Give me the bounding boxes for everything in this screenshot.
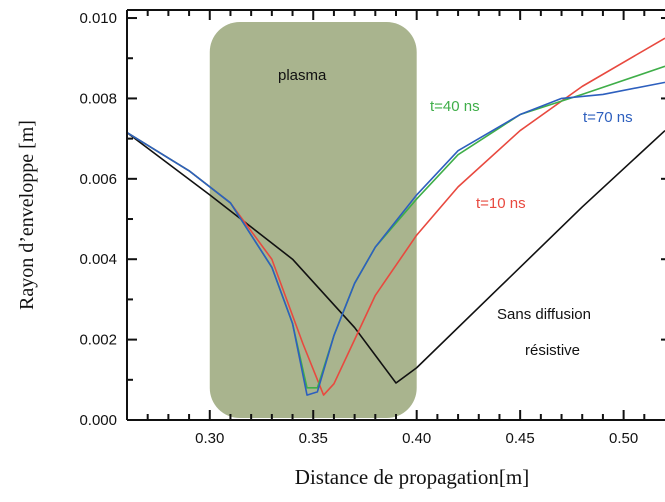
y-tick-label: 0.002 [79,332,117,349]
y-tick-label: 0.008 [79,90,117,107]
y-tick-label: 0.004 [79,251,117,268]
plasma-label: plasma [278,67,327,84]
y-axis-title: Rayon d’enveloppe [m] [16,120,38,310]
y-tick-label: 0.006 [79,171,117,188]
y-tick-label: 0.010 [79,10,117,27]
series-label-t40: t=40 ns [430,98,480,115]
x-tick-label: 0.30 [195,430,224,447]
x-axis-title: Distance de propagation[m] [295,465,529,489]
series-label-t10: t=10 ns [476,195,526,212]
x-tick-label: 0.45 [506,430,535,447]
series-layer [127,37,665,396]
x-tick-label: 0.40 [402,430,431,447]
x-tick-label: 0.35 [299,430,328,447]
series-label-resistive: résistive [525,342,580,359]
series-line-0 [127,130,665,384]
x-tick-label: 0.50 [609,430,638,447]
ticks-layer: 0.30 0.35 0.40 0.45 0.50 0.000 0.002 0.004 0.006… [79,10,665,447]
y-tick-label: 0.000 [79,412,117,429]
series-label-t70: t=70 ns [583,109,633,126]
series-line-3 [127,81,665,396]
series-label-sans-diffusion: Sans diffusion [497,306,591,323]
